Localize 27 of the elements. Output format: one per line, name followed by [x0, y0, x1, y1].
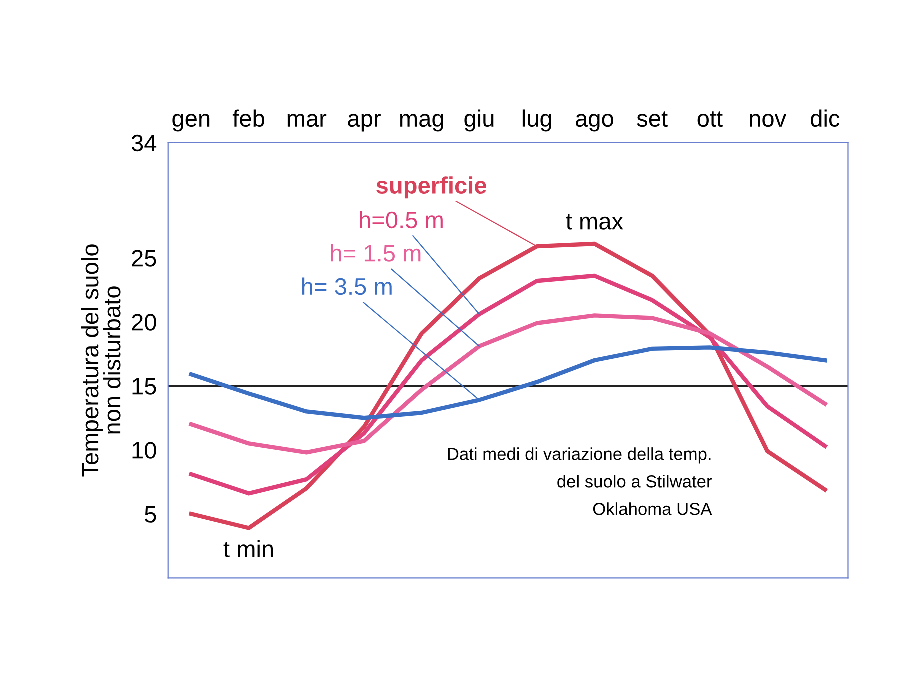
- text: h= 3.5 m: [302, 278, 392, 296]
- text: h=0.5 m: [360, 211, 443, 229]
- x-tick-label: ott: [698, 112, 723, 128]
- annotation: t max: [566, 214, 624, 230]
- x-tick-label: dic: [811, 110, 840, 128]
- y-axis-title: Temperatura del suolo non disturbato: [81, 244, 121, 477]
- x-tick-label: gen: [172, 114, 210, 132]
- y-tick-label: 15: [132, 378, 156, 395]
- x-tick-label: feb: [232, 110, 264, 128]
- text: h= 1.5 m: [331, 244, 421, 262]
- x-tick-label: giu: [464, 110, 494, 132]
- y-tick-label: 5: [145, 506, 156, 523]
- x-tick-label: apr: [348, 114, 381, 132]
- x-tick-label: mag: [400, 114, 444, 132]
- x-tick-label: lug: [522, 110, 552, 132]
- annotation: t min: [224, 540, 274, 558]
- text: superficie: [376, 176, 487, 199]
- x-tick-label: set: [637, 112, 668, 128]
- y-tick-label: 25: [132, 250, 156, 267]
- annotation: Dati medi di variazione della temp. del suolo a Stilwater Oklahoma USA: [448, 448, 712, 516]
- x-tick-label: mar: [288, 114, 327, 128]
- x-tick-label: ago: [576, 114, 614, 132]
- line-series: [189, 274, 828, 496]
- y-tick-label: 20: [132, 314, 156, 331]
- x-tick-label: nov: [750, 114, 787, 128]
- y-tick-label: 10: [132, 442, 156, 459]
- y-tick-label: 34: [132, 134, 157, 152]
